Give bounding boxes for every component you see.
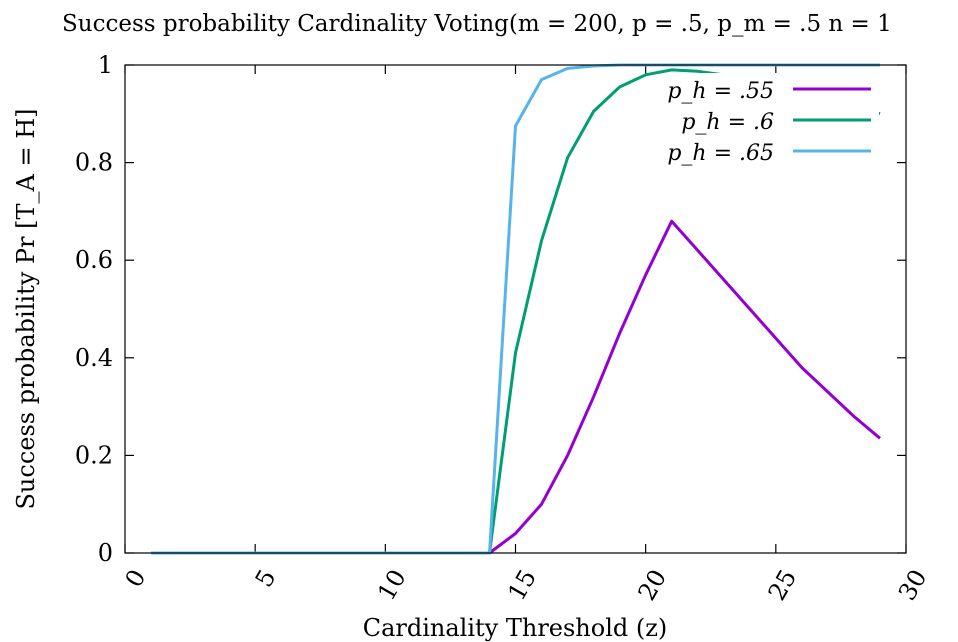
x-tick-label: 10 <box>372 565 412 605</box>
y-tick-label: 0.8 <box>75 149 113 177</box>
legend-label: p_h = .55 <box>667 79 774 104</box>
x-tick-label: 15 <box>502 565 542 605</box>
series-line-1 <box>151 219 881 555</box>
y-tick-label: 0.2 <box>75 441 113 469</box>
y-axis-ticks: 0 0.2 0.4 0.6 0.8 1 <box>75 51 906 567</box>
legend-label: p_h = .6 <box>681 110 774 135</box>
y-tick-label: 0.6 <box>75 246 113 274</box>
x-tick-label: 0 <box>120 565 152 592</box>
chart-title: Success probability Cardinality Voting(m… <box>62 11 892 37</box>
x-axis-title: Cardinality Threshold (z) <box>363 614 668 642</box>
y-tick-label: 1 <box>98 51 113 79</box>
y-axis-title: Success probability Pr [T_A = H] <box>12 108 40 509</box>
legend: p_h = .55 p_h = .6 p_h = .65 <box>664 73 879 166</box>
plot-frame <box>124 64 907 554</box>
y-tick-label: 0.4 <box>75 344 113 372</box>
x-tick-label: 5 <box>250 565 282 592</box>
legend-label: p_h = .65 <box>667 141 774 166</box>
x-tick-label: 30 <box>893 565 933 605</box>
x-tick-label: 20 <box>633 565 673 605</box>
y-tick-label: 0 <box>98 539 113 567</box>
x-tick-label: 25 <box>763 565 803 605</box>
